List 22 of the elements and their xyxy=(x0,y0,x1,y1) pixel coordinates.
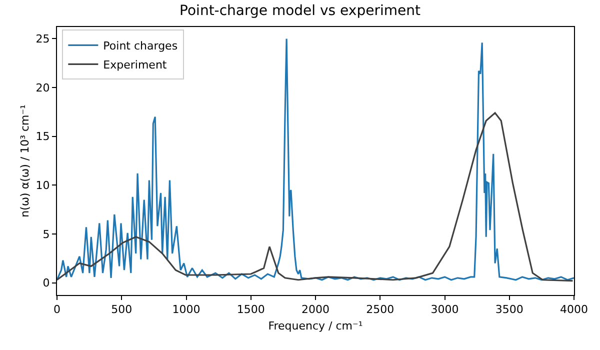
x-tick-label: 3500 xyxy=(495,303,524,316)
x-tick-label: 1000 xyxy=(172,303,200,316)
y-tick-label: 10 xyxy=(36,179,50,192)
y-tick-label: 20 xyxy=(36,81,50,94)
x-tick-label: 0 xyxy=(54,303,60,316)
line-series xyxy=(57,38,574,281)
y-axis-title: n(ω) α(ω) / 10³ cm⁻¹ xyxy=(18,104,32,218)
legend-label: Experiment xyxy=(103,58,168,72)
x-tick-label: 2000 xyxy=(302,303,330,316)
y-tick-label: 15 xyxy=(36,130,50,144)
y-tick-label: 0 xyxy=(42,276,50,290)
x-tick-label: 4000 xyxy=(560,303,588,316)
chart-title: Point-charge model vs experiment xyxy=(180,3,421,20)
y-tick-label: 5 xyxy=(42,228,50,241)
x-tick-label: 3000 xyxy=(430,303,459,316)
x-axis-title: Frequency / cm⁻¹ xyxy=(268,319,363,332)
legend-label: Point charges xyxy=(103,39,178,52)
line-series xyxy=(57,112,574,282)
y-tick-label: 25 xyxy=(36,32,50,46)
x-tick-label: 2500 xyxy=(366,303,394,316)
x-tick-label: 1500 xyxy=(236,303,265,316)
x-tick-label: 500 xyxy=(111,303,132,316)
